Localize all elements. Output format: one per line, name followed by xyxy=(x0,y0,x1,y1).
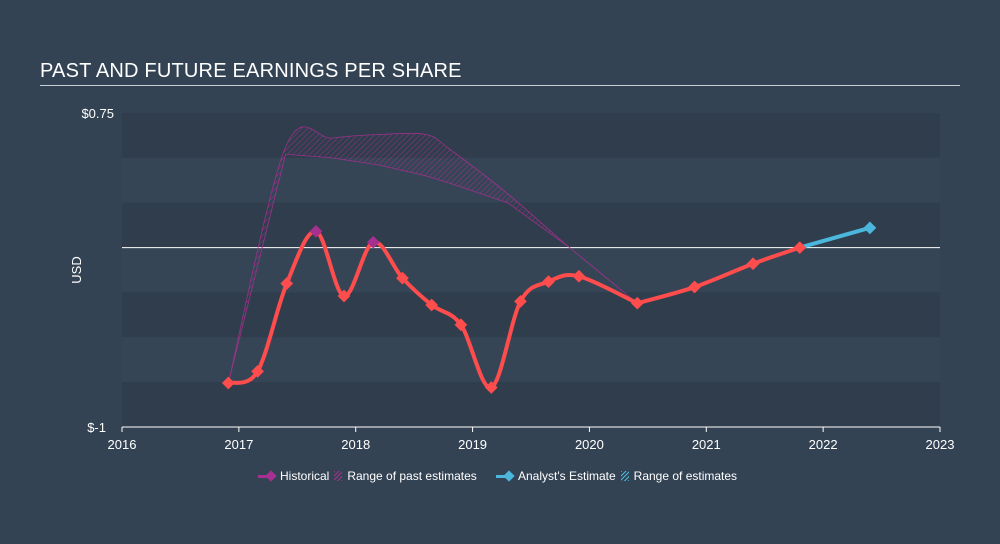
historical-marker-icon xyxy=(265,470,277,482)
chart-title: PAST AND FUTURE EARNINGS PER SHARE xyxy=(40,60,462,82)
historical-point[interactable] xyxy=(280,277,294,290)
analyst-estimate-line xyxy=(799,225,871,250)
grid-band xyxy=(122,337,940,383)
historical-point[interactable] xyxy=(484,381,498,394)
x-tick-label: 2019 xyxy=(458,437,487,452)
historical-point[interactable] xyxy=(221,376,235,390)
legend-est-range-label: Range of estimates xyxy=(633,469,738,483)
historical-point[interactable] xyxy=(454,318,468,332)
grid-band xyxy=(122,202,940,248)
legend-historical[interactable]: Historical Range of past estimates xyxy=(258,469,477,483)
legend-historical-label: Historical xyxy=(280,469,330,483)
hatch-icon xyxy=(334,471,343,481)
x-tick-label: 2022 xyxy=(809,437,838,452)
legend-analyst-label: Analyst's Estimate xyxy=(518,469,616,483)
eps-continuation-line xyxy=(636,245,801,306)
title-divider xyxy=(40,85,960,86)
historical-point[interactable] xyxy=(309,225,323,238)
y-tick-top: $0.75 xyxy=(81,106,114,121)
historical-point[interactable] xyxy=(425,298,439,312)
x-tick-label: 2016 xyxy=(108,437,137,452)
past-estimates-range-area xyxy=(227,126,638,384)
x-tick-label: 2021 xyxy=(692,437,721,452)
grid-band xyxy=(122,382,940,427)
historical-point[interactable] xyxy=(396,271,409,285)
x-tick-label: 2023 xyxy=(926,437,955,452)
y-tick-bottom: $-1 xyxy=(87,420,106,435)
grid-band xyxy=(122,157,940,203)
hatch-icon xyxy=(620,471,629,481)
grid-band xyxy=(122,292,940,338)
historical-point[interactable] xyxy=(251,365,264,378)
grid-band xyxy=(122,113,940,158)
legend-analyst[interactable]: Analyst's Estimate Range of estimates xyxy=(496,469,737,483)
legend-past-range-label: Range of past estimates xyxy=(347,469,477,483)
historical-point[interactable] xyxy=(337,289,351,303)
x-tick-label: 2017 xyxy=(224,437,253,452)
y-axis-label: USD xyxy=(69,256,84,283)
analyst-marker-icon xyxy=(503,470,515,482)
historical-point[interactable] xyxy=(366,235,380,249)
x-tick-label: 2020 xyxy=(575,437,604,452)
x-tick-label: 2018 xyxy=(341,437,370,452)
grid-band xyxy=(122,247,940,293)
